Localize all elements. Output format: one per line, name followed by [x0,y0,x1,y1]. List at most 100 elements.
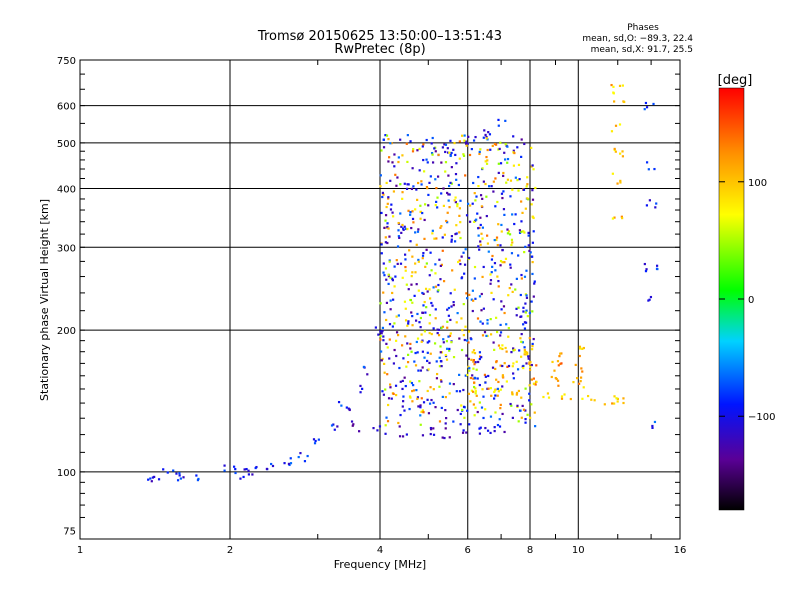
data-point [465,297,469,300]
data-point [430,332,433,336]
data-point [447,306,451,310]
data-point [416,337,420,340]
data-point [516,368,520,371]
data-point [385,318,388,322]
data-point [505,181,508,184]
data-point [270,462,273,466]
data-point [465,144,468,147]
data-point [425,306,428,309]
data-point [395,331,399,334]
stats-header: Phases [627,23,659,33]
data-point [460,277,463,280]
x-tick-label: 6 [465,545,471,556]
data-point [495,316,498,319]
data-point [421,254,425,257]
data-point [388,323,392,326]
colorbar-tick-label: 0 [748,295,754,306]
data-point [648,199,651,202]
data-point [151,476,155,479]
data-point [610,83,613,87]
data-point [522,188,526,191]
data-point [435,360,438,363]
data-point [448,334,452,338]
data-point [449,154,452,158]
data-point [483,331,487,334]
data-point [611,402,614,405]
data-point [395,184,398,187]
data-point [391,291,394,295]
data-point [197,477,200,481]
data-point [511,290,514,293]
data-point [382,335,385,338]
data-point [478,427,481,430]
data-point [527,357,530,360]
data-point [530,146,533,149]
data-point [532,295,535,298]
data-point [245,467,248,471]
data-point [475,218,478,221]
data-point [525,185,528,188]
data-point [622,397,625,400]
data-point [471,374,474,377]
data-point [481,334,485,337]
data-point [616,400,619,403]
data-point [401,379,404,383]
data-point [409,140,412,143]
data-point [509,179,513,182]
data-point [440,365,443,368]
data-point [403,225,406,228]
data-point [474,361,477,364]
data-point [521,341,524,344]
data-point [535,364,538,367]
data-point [480,309,483,312]
data-point [621,84,624,87]
data-point [394,384,398,387]
data-point [424,311,427,314]
data-point [450,166,453,169]
data-point [391,277,394,280]
data-point [419,204,422,207]
data-point [621,155,625,158]
data-point [621,217,624,220]
stats-line-x: mean, sd,X: 91.7, 25.5 [591,45,693,55]
data-point [458,373,461,376]
data-point [507,326,510,330]
data-point [405,283,408,286]
data-point [379,330,382,333]
data-point [473,220,476,223]
data-point [528,399,531,402]
data-point [437,153,440,156]
data-point [422,411,425,414]
data-point [434,263,437,266]
data-point [383,311,386,314]
data-point [427,204,430,207]
data-point [518,229,521,232]
data-point [387,403,390,407]
data-point [372,427,375,430]
data-point [401,276,404,279]
data-point [655,202,658,205]
data-point [490,185,493,188]
data-point [464,374,467,377]
data-point [473,363,476,366]
data-point [489,318,492,321]
data-point [530,378,534,381]
data-point [389,308,392,311]
data-point [613,147,616,151]
data-point [421,366,424,369]
data-point [411,210,414,213]
data-point [454,232,457,236]
data-point [384,134,387,137]
data-point [397,160,400,164]
stats-line-o: mean, sd,O: −89.3, 22.4 [582,34,693,44]
data-point [501,261,504,264]
data-point [484,408,487,411]
data-point [150,480,153,483]
data-point [468,153,472,157]
data-point [509,195,512,198]
plot-frame [79,59,681,540]
data-point [522,310,525,313]
data-point [479,148,482,151]
data-point [643,262,646,266]
data-point [439,226,442,229]
